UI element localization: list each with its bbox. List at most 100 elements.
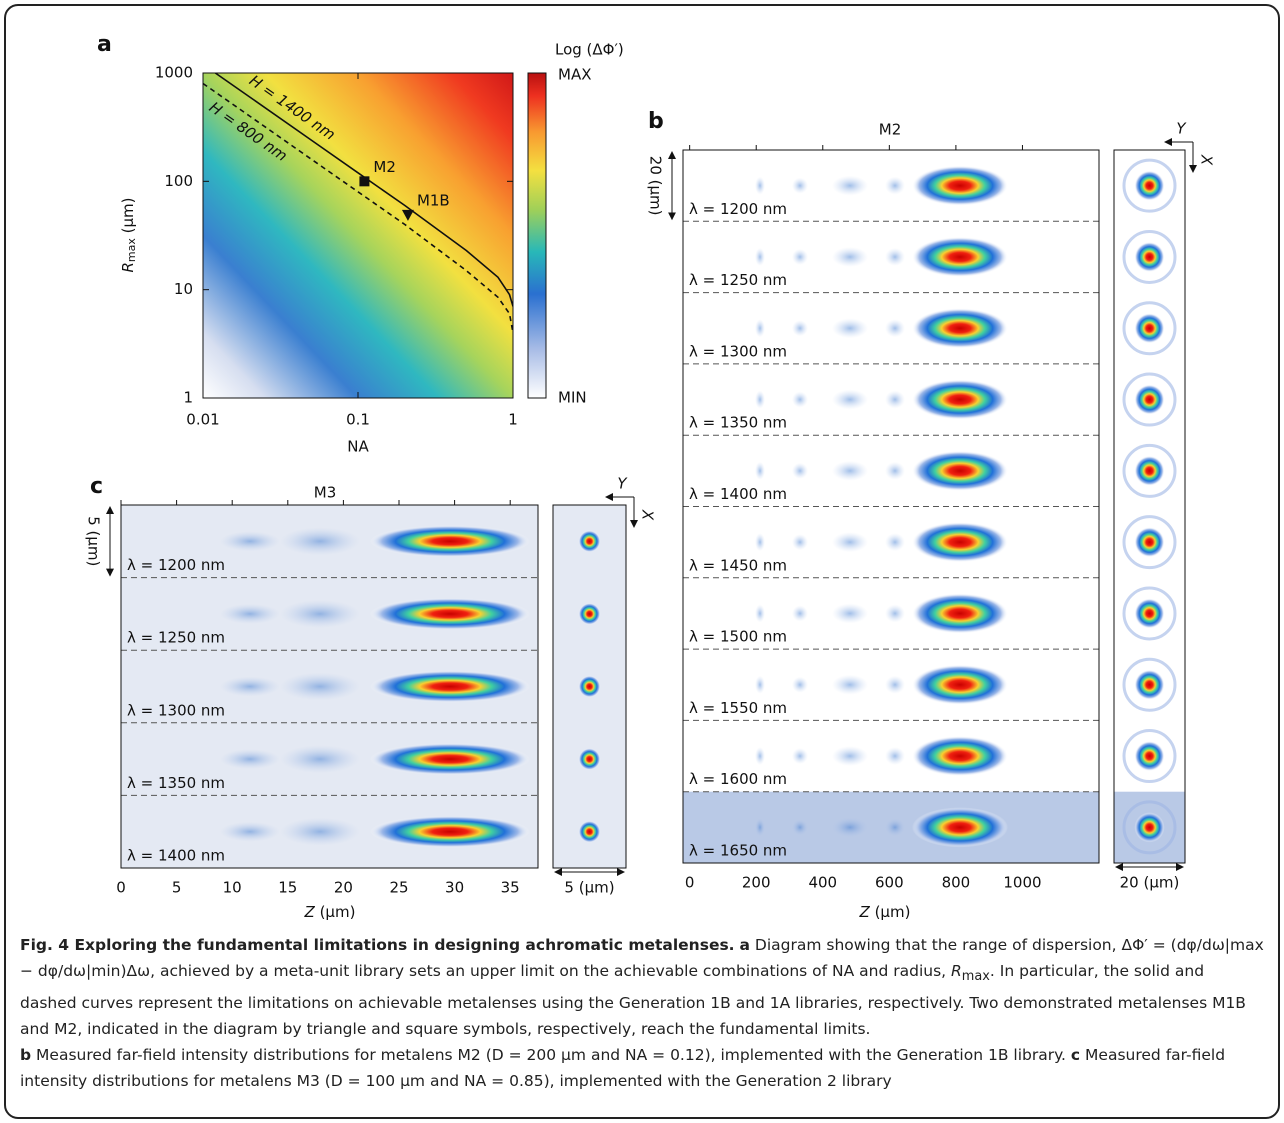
ring: [1122, 586, 1177, 641]
panel-title: M3: [314, 484, 337, 502]
caption-text: Diagram showing that the range of disper…: [20, 936, 1264, 980]
caption-panel-label: a: [739, 936, 750, 954]
side-lobe: [885, 247, 905, 266]
x-tick-label: 30: [445, 879, 464, 897]
row-label: λ = 1300 nm: [127, 701, 225, 719]
curves: [203, 73, 513, 333]
y-label-sub: max: [125, 238, 138, 262]
side-lobe: [832, 603, 868, 624]
axis-x-label: X: [1198, 154, 1216, 166]
side-lobe: [755, 461, 765, 480]
x-tick-label: 0: [116, 879, 126, 897]
caption-var: R: [951, 962, 962, 980]
x-tick-label: 0.01: [186, 411, 219, 429]
image-frame: [682, 149, 1100, 864]
row-label: λ = 1300 nm: [689, 342, 787, 360]
caption-sub: max: [961, 969, 990, 985]
side-lobe: [885, 747, 905, 766]
x-axis-label: NA: [347, 438, 369, 456]
side-lobe: [755, 319, 765, 338]
image-bg: [683, 150, 1099, 863]
x-tick-label: 25: [389, 879, 408, 897]
focal-spot: [912, 664, 1008, 705]
side-lobe: [885, 319, 905, 338]
colorbar-min: MIN: [558, 389, 587, 407]
side-lobe: [280, 599, 360, 628]
side-lobe: [755, 747, 765, 766]
x-tick-label: 35: [501, 879, 520, 897]
side-lobe: [755, 533, 765, 552]
side-spot: [1134, 170, 1165, 201]
side-lobe: [220, 603, 280, 624]
x-axis-label: Z (µm): [304, 903, 356, 921]
side-spot: [1134, 313, 1165, 344]
focal-spot: [912, 236, 1008, 277]
x-label-var: Z: [859, 903, 871, 921]
side-lobe: [832, 318, 868, 339]
axis-y-label: Y: [1176, 120, 1187, 138]
focal-spot: [912, 522, 1008, 563]
side-spot: [1134, 384, 1165, 415]
limit-curve: [203, 82, 513, 333]
y-label-unit: (µm): [119, 197, 137, 238]
point-label: M2: [373, 158, 396, 176]
side-spot: [578, 675, 601, 698]
side-lobe: [792, 462, 808, 479]
side-spot: [1134, 812, 1165, 843]
side-spot: [578, 530, 601, 553]
side-lobe: [792, 676, 808, 693]
scale-bar-label: 20 (µm): [647, 156, 665, 216]
caption-text: Measured far-field intensity distributio…: [20, 1046, 1226, 1091]
caption-text: . In particular, the solid and dashed cu…: [20, 962, 1246, 1039]
side-lobe: [792, 605, 808, 622]
x-tick-label: 1000: [1003, 874, 1041, 892]
side-lobe: [832, 532, 868, 553]
side-lobe: [220, 676, 280, 697]
side-lobe: [832, 817, 868, 838]
side-lobe: [792, 534, 808, 551]
x-label-unit: (µm): [315, 903, 356, 921]
row-label: λ = 1200 nm: [127, 556, 225, 574]
ring: [1122, 301, 1177, 356]
side-spot: [578, 748, 601, 771]
side-spot: [578, 602, 601, 625]
focal-spot: [912, 593, 1008, 634]
x-tick-label: 200: [742, 874, 771, 892]
ring: [1122, 372, 1177, 427]
side-lobe: [755, 247, 765, 266]
y-tick-label: 100: [164, 172, 193, 190]
y-tick-label: 1000: [155, 64, 193, 82]
side-lobe: [832, 389, 868, 410]
caption-panel-label: c: [1070, 1046, 1081, 1065]
ring: [1122, 515, 1177, 570]
ring: [1122, 729, 1177, 784]
side-spot: [1134, 241, 1165, 272]
focal-spot: [912, 165, 1008, 206]
side-lobe: [755, 604, 765, 623]
side-lobe: [832, 246, 868, 267]
y-tick-label: 10: [174, 280, 193, 298]
focal-spot: [912, 450, 1008, 491]
side-lobe: [792, 391, 808, 408]
side-lobe: [885, 390, 905, 409]
ring: [1122, 800, 1177, 855]
side-lobe: [832, 674, 868, 695]
y-tick-label: 1: [183, 389, 193, 407]
side-lobe: [755, 675, 765, 694]
side-lobe: [755, 818, 765, 837]
x-tick-label: 1: [508, 411, 518, 429]
side-spot: [1134, 741, 1165, 772]
side-lobe: [792, 748, 808, 765]
axis-x-label: X: [639, 509, 657, 521]
side-spot: [1134, 527, 1165, 558]
y-axis-label: Rmax (µm): [119, 197, 139, 272]
x-tick-label: 5: [172, 879, 182, 897]
side-lobe: [792, 819, 808, 836]
focal-spot: [912, 736, 1008, 777]
side-lobe: [885, 176, 905, 195]
x-tick-label: 800: [942, 874, 971, 892]
focal-spot: [912, 379, 1008, 420]
caption-title: Fig. 4 Exploring the fundamental limitat…: [20, 936, 735, 954]
axis-y-label: Y: [617, 475, 628, 493]
